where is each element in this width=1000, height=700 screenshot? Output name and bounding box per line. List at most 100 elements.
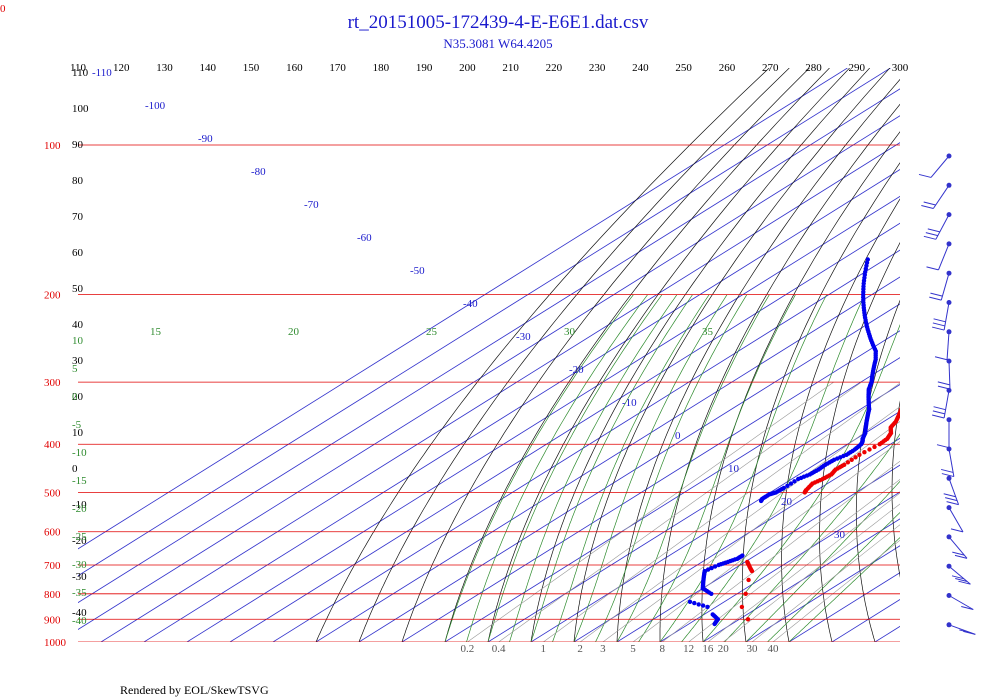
temperature-point: [918, 369, 922, 373]
temperature-point: [975, 223, 979, 227]
isotherm-label: -60: [357, 232, 372, 244]
mixing-ratio-line: [662, 460, 900, 642]
moist-adiabat-label: -30: [72, 559, 87, 571]
mixing-ratio-line: [602, 421, 900, 642]
kelvin-tick-label: 280: [805, 62, 822, 74]
dewpoint-point: [740, 553, 745, 558]
mixing-ratio-line: [467, 381, 834, 642]
temperature-point: [971, 230, 975, 234]
isotherm-line: [530, 410, 900, 642]
temperature-point: [960, 257, 964, 261]
temperature-point: [920, 363, 924, 367]
temperature-point: [991, 199, 995, 203]
dry-adiabat-label: -10: [72, 499, 87, 511]
isotherm-line: [788, 572, 900, 642]
temperature-point: [978, 219, 982, 223]
dewpoint-point: [705, 567, 711, 572]
temperature-point: [926, 347, 930, 351]
isotherm-line: [78, 88, 900, 604]
temperature-point: [910, 385, 914, 389]
pressure-label: 200: [44, 290, 61, 302]
isotherm-label: 10: [728, 463, 740, 475]
moist-adiabat-label: -25: [72, 531, 87, 543]
temperature-point: [943, 298, 947, 302]
wind-barb: [934, 329, 952, 361]
mixing-ratio-line: [632, 441, 900, 642]
mixing-ratio-label: 0.2: [461, 643, 475, 655]
moist-adiabat-label: -20: [72, 503, 87, 515]
dry-adiabat-label: 40: [72, 319, 84, 331]
isotherm-label: -70: [304, 199, 319, 211]
temperature-point: [842, 462, 847, 467]
isotherm-line: [616, 464, 900, 642]
dry-adiabat-label: 70: [72, 211, 84, 223]
mixing-ratio-label: 1: [541, 643, 547, 655]
moist-adiabat-line: [466, 294, 648, 642]
dry-adiabat-label: 50: [72, 283, 84, 295]
wind-barb: [918, 153, 952, 178]
isotherm-line: [78, 115, 900, 630]
temperature-point: [915, 376, 919, 380]
mixing-ratio-label: 2: [577, 643, 583, 655]
corner-label: 0: [0, 3, 6, 15]
mixing-ratio-label: 40: [768, 643, 780, 655]
temperature-point: [926, 345, 930, 349]
mixing-ratio-line: [723, 503, 900, 642]
wind-barb: [921, 182, 952, 209]
isotherm-label: -20: [569, 364, 584, 376]
temperature-point: [980, 215, 984, 219]
moist-adiabat-label: 0: [72, 391, 78, 403]
temperature-point: [988, 204, 992, 208]
dewpoint-point: [792, 479, 797, 484]
temperature-point: [739, 604, 745, 610]
temperature-point: [937, 313, 941, 317]
wind-barb: [937, 358, 952, 390]
wind-barb: [946, 593, 974, 610]
dry-adiabat-label: -20: [72, 535, 87, 547]
moist-adiabat-label: -15: [72, 475, 87, 487]
temperature-point: [962, 254, 966, 258]
temperature-point: [925, 351, 929, 355]
kelvin-tick-label: 120: [113, 62, 130, 74]
temperature-point: [958, 264, 962, 268]
kelvin-tick-label: 210: [502, 62, 519, 74]
dry-adiabat-label: 80: [72, 175, 84, 187]
isotherm-label: -90: [198, 133, 213, 145]
dewpoint-point: [710, 612, 715, 617]
dry-adiabat-label: 60: [72, 247, 84, 259]
mixing-ratio-label: 20: [718, 643, 730, 655]
kelvin-tick-label: 220: [546, 62, 563, 74]
wind-barb: [943, 475, 960, 506]
mixing-ratio-line: [772, 539, 900, 642]
temperature-point: [922, 359, 926, 363]
dewpoint-point: [702, 568, 707, 574]
sounding-profiles: [687, 199, 995, 627]
isotherm-line: [444, 357, 900, 642]
kelvin-tick-label: 240: [632, 62, 649, 74]
pressure-label: 600: [44, 527, 61, 539]
temperature-point: [970, 234, 974, 238]
dry-adiabat-label: 90: [72, 139, 84, 151]
temperature-point: [965, 248, 969, 252]
dry-adiabat-line: [401, 68, 810, 642]
dry-adiabat-line: [960, 68, 1000, 642]
temperature-point: [923, 357, 927, 361]
temperature-point: [918, 367, 922, 371]
temperature-point: [951, 279, 955, 283]
dewpoint-point: [696, 602, 701, 607]
wind-barb: [946, 622, 976, 635]
temperature-point: [745, 617, 751, 622]
mixing-ratio-line: [688, 479, 900, 642]
temperature-point: [746, 577, 751, 583]
temperature-point: [939, 308, 943, 312]
dry-adiabat-label: 10: [72, 427, 84, 439]
isotherm-label: -10: [622, 397, 637, 409]
temperature-point: [849, 457, 854, 462]
moist-adiabat-line: [444, 294, 634, 642]
kelvin-tick-label: 140: [200, 62, 217, 74]
temperature-point: [982, 212, 986, 216]
temperature-point: [963, 251, 967, 255]
isotherm-line: [272, 249, 900, 642]
kelvin-tick-label: 290: [848, 62, 865, 74]
